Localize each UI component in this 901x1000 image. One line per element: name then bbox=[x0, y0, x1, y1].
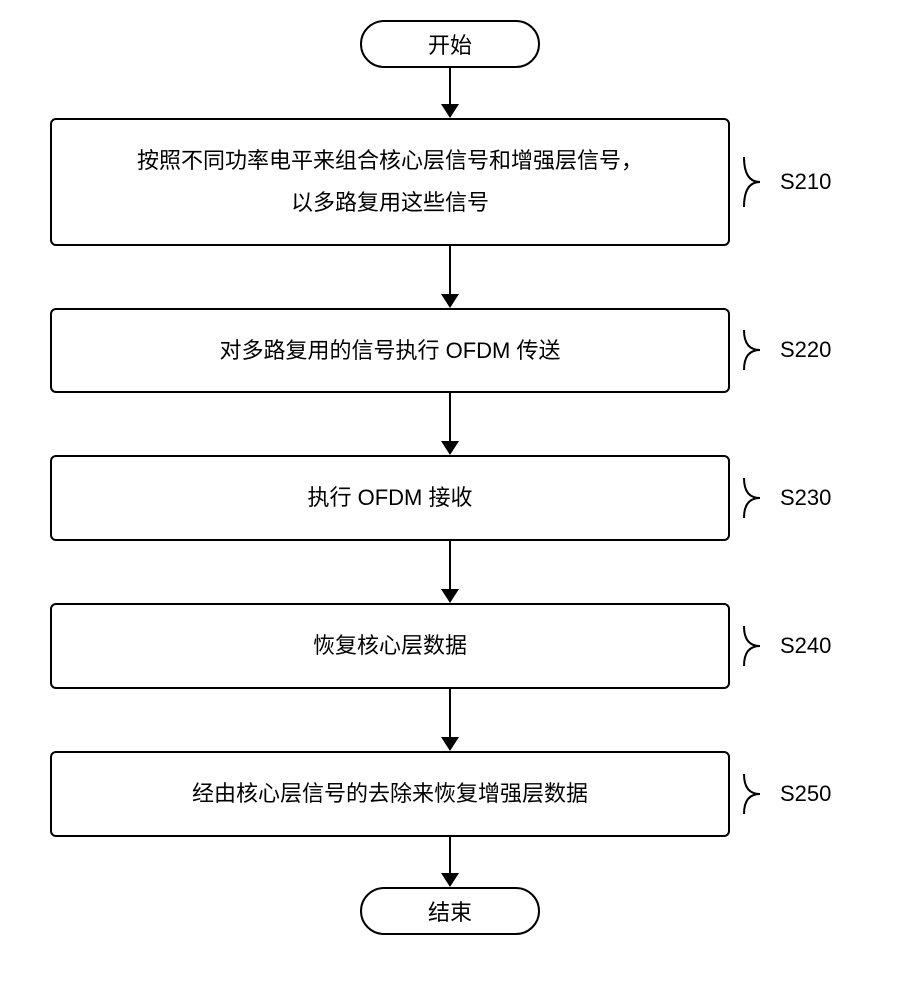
process-text-line1: 按照不同功率电平来组合核心层信号和增强层信号， bbox=[137, 140, 643, 182]
end-terminal: 结束 bbox=[360, 887, 540, 935]
process-s240: 恢复核心层数据 bbox=[50, 603, 730, 689]
brace-icon bbox=[742, 330, 776, 370]
process-s250: 经由核心层信号的去除来恢复增强层数据 bbox=[50, 751, 730, 837]
step-label-s210: S210 bbox=[780, 169, 831, 195]
end-label: 结束 bbox=[428, 895, 472, 927]
process-s210: 按照不同功率电平来组合核心层信号和增强层信号， 以多路复用这些信号 bbox=[50, 118, 730, 246]
step-label-connector bbox=[742, 774, 776, 814]
step-label-s240: S240 bbox=[780, 633, 831, 659]
flowchart-container: 开始 按照不同功率电平来组合核心层信号和增强层信号， 以多路复用这些信号 S21… bbox=[50, 20, 850, 935]
brace-icon bbox=[742, 157, 776, 207]
step-label-s250: S250 bbox=[780, 781, 831, 807]
brace-icon bbox=[742, 774, 776, 814]
step-label-connector bbox=[742, 478, 776, 518]
arrow bbox=[110, 246, 790, 308]
step-row-s240: 恢复核心层数据 S240 bbox=[50, 603, 850, 689]
step-label-s230: S230 bbox=[780, 485, 831, 511]
step-label-connector bbox=[742, 157, 776, 207]
arrow bbox=[110, 541, 790, 603]
process-text: 执行 OFDM 接收 bbox=[308, 477, 473, 519]
step-row-s220: 对多路复用的信号执行 OFDM 传送 S220 bbox=[50, 308, 850, 394]
start-label: 开始 bbox=[428, 28, 472, 60]
step-row-s230: 执行 OFDM 接收 S230 bbox=[50, 455, 850, 541]
process-text-line2: 以多路复用这些信号 bbox=[137, 182, 643, 224]
start-terminal: 开始 bbox=[360, 20, 540, 68]
process-text: 对多路复用的信号执行 OFDM 传送 bbox=[220, 330, 561, 372]
step-label-s220: S220 bbox=[780, 337, 831, 363]
arrow bbox=[110, 393, 790, 455]
process-s220: 对多路复用的信号执行 OFDM 传送 bbox=[50, 308, 730, 394]
process-s230: 执行 OFDM 接收 bbox=[50, 455, 730, 541]
step-row-s210: 按照不同功率电平来组合核心层信号和增强层信号， 以多路复用这些信号 S210 bbox=[50, 118, 850, 246]
process-text: 经由核心层信号的去除来恢复增强层数据 bbox=[192, 773, 588, 815]
brace-icon bbox=[742, 478, 776, 518]
process-text: 恢复核心层数据 bbox=[313, 625, 467, 667]
arrow bbox=[110, 837, 790, 887]
step-row-s250: 经由核心层信号的去除来恢复增强层数据 S250 bbox=[50, 751, 850, 837]
arrow bbox=[110, 689, 790, 751]
step-label-connector bbox=[742, 626, 776, 666]
step-label-connector bbox=[742, 330, 776, 370]
brace-icon bbox=[742, 626, 776, 666]
arrow bbox=[110, 68, 790, 118]
